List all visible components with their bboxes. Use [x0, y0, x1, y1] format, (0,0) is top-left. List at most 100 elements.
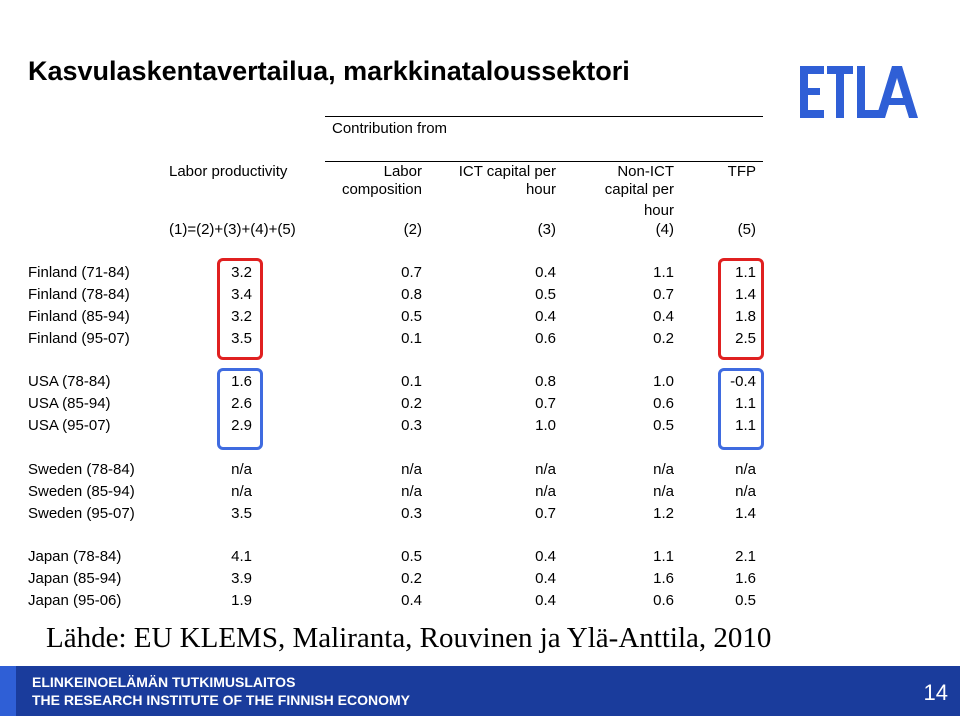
column-code: (1)=(2)+(3)+(4)+(5) — [169, 221, 296, 238]
footer-bar — [0, 666, 960, 716]
table-cell: 3.5 — [231, 330, 252, 347]
group-header-rule-bottom — [325, 161, 763, 162]
table-cell: 1.1 — [653, 264, 674, 281]
table-cell: 0.7 — [535, 505, 556, 522]
column-code: (2) — [403, 221, 422, 238]
table-cell: n/a — [401, 483, 422, 500]
table-cell: 3.5 — [231, 505, 252, 522]
table-cell: -0.4 — [730, 373, 756, 390]
page-number: 14 — [923, 680, 948, 705]
row-label: Japan (95-06) — [28, 592, 122, 609]
row-label: Finland (85-94) — [28, 308, 130, 325]
tfp-usa-highlight-box — [718, 368, 764, 450]
column-header: Labor productivity — [169, 163, 288, 180]
table-cell: 3.2 — [231, 308, 252, 325]
table-cell: 0.6 — [535, 330, 556, 347]
table-cell: 0.2 — [401, 570, 422, 587]
table-cell: 0.3 — [401, 417, 422, 434]
table-cell: 0.1 — [401, 330, 422, 347]
usa-highlight-box — [217, 368, 263, 450]
table-cell: 1.2 — [653, 505, 674, 522]
table-cell: 3.2 — [231, 264, 252, 281]
table-cell: 2.5 — [735, 330, 756, 347]
column-header: Non-ICT — [617, 163, 674, 180]
table-cell: 3.4 — [231, 286, 252, 303]
table-cell: 0.7 — [401, 264, 422, 281]
table-cell: 0.2 — [401, 395, 422, 412]
table-cell: 1.0 — [653, 373, 674, 390]
table-cell: 1.1 — [735, 417, 756, 434]
table-cell: 1.4 — [735, 286, 756, 303]
top-bar — [0, 0, 960, 4]
column-header-line2: composition — [341, 181, 422, 198]
table-cell: n/a — [231, 461, 252, 478]
table-cell: 0.7 — [535, 395, 556, 412]
finland-highlight-box — [217, 258, 263, 360]
column-code: (4) — [655, 221, 674, 238]
table-cell: 1.4 — [735, 505, 756, 522]
row-label: Sweden (95-07) — [28, 505, 135, 522]
table-cell: 1.1 — [735, 395, 756, 412]
table-cell: n/a — [653, 483, 674, 500]
table-cell: n/a — [535, 483, 556, 500]
table-cell: 2.1 — [735, 548, 756, 565]
table-cell: 0.5 — [535, 286, 556, 303]
row-label: Finland (78-84) — [28, 286, 130, 303]
row-label: Sweden (85-94) — [28, 483, 135, 500]
footer-accent-strip — [0, 666, 16, 716]
row-label: Finland (95-07) — [28, 330, 130, 347]
table-cell: 0.4 — [535, 308, 556, 325]
row-label: Japan (78-84) — [28, 548, 122, 565]
source-note: Lähde: EU KLEMS, Maliranta, Rouvinen ja … — [46, 622, 772, 654]
table-cell: 0.4 — [401, 592, 422, 609]
column-code: (3) — [537, 221, 556, 238]
table-cell: 1.6 — [735, 570, 756, 587]
table-cell: 1.8 — [735, 308, 756, 325]
column-header: Labor — [383, 163, 422, 180]
footer-institute-fi: ELINKEINOELÄMÄN TUTKIMUSLAITOS — [32, 674, 296, 690]
column-header-line2: hour — [525, 181, 556, 198]
table-cell: 0.8 — [535, 373, 556, 390]
group-header-rule-top — [325, 116, 763, 117]
table-cell: n/a — [653, 461, 674, 478]
column-header: ICT capital per — [458, 163, 556, 180]
row-label: USA (78-84) — [28, 373, 111, 390]
table-cell: 0.7 — [653, 286, 674, 303]
row-label: Sweden (78-84) — [28, 461, 135, 478]
table-cell: 0.4 — [535, 570, 556, 587]
group-header: Contribution from — [332, 120, 448, 137]
table-cell: 0.4 — [535, 548, 556, 565]
table-cell: 0.6 — [653, 592, 674, 609]
table-cell: 0.2 — [653, 330, 674, 347]
table-cell: 0.4 — [535, 264, 556, 281]
row-label: USA (85-94) — [28, 395, 111, 412]
column-header-line2: capital per — [604, 181, 674, 198]
column-header: TFP — [727, 163, 756, 180]
table-cell: 1.1 — [735, 264, 756, 281]
table-cell: 1.1 — [653, 548, 674, 565]
table-cell: 0.5 — [401, 308, 422, 325]
table-cell: 0.4 — [535, 592, 556, 609]
table-cell: 4.1 — [231, 548, 252, 565]
table-cell: n/a — [735, 483, 756, 500]
table-cell: n/a — [401, 461, 422, 478]
tfp-finland-highlight-box — [718, 258, 764, 360]
table-cell: 0.6 — [653, 395, 674, 412]
table-cell: 1.9 — [231, 592, 252, 609]
table-cell: 1.0 — [535, 417, 556, 434]
table-cell: 2.9 — [231, 417, 252, 434]
table-cell: 3.9 — [231, 570, 252, 587]
table-cell: 0.4 — [653, 308, 674, 325]
table-cell: 0.5 — [735, 592, 756, 609]
table-cell: 1.6 — [231, 373, 252, 390]
table-cell: 0.5 — [401, 548, 422, 565]
table-cell: 0.8 — [401, 286, 422, 303]
table-cell: n/a — [735, 461, 756, 478]
table-cell: 0.1 — [401, 373, 422, 390]
column-code: (5) — [737, 221, 756, 238]
table-cell: 0.5 — [653, 417, 674, 434]
footer-institute-en: THE RESEARCH INSTITUTE OF THE FINNISH EC… — [32, 692, 411, 708]
row-label: Finland (71-84) — [28, 264, 130, 281]
row-label: Japan (85-94) — [28, 570, 122, 587]
